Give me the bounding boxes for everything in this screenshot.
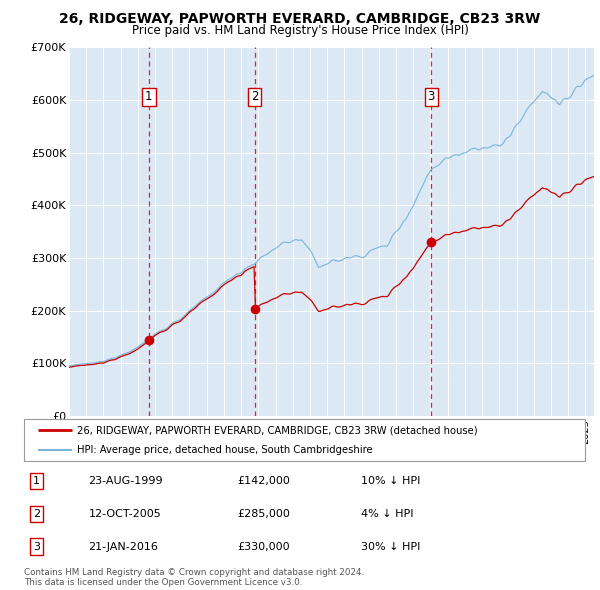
Text: £142,000: £142,000: [237, 476, 290, 486]
Text: 26, RIDGEWAY, PAPWORTH EVERARD, CAMBRIDGE, CB23 3RW: 26, RIDGEWAY, PAPWORTH EVERARD, CAMBRIDG…: [59, 12, 541, 26]
Text: 10% ↓ HPI: 10% ↓ HPI: [361, 476, 420, 486]
Text: HPI: Average price, detached house, South Cambridgeshire: HPI: Average price, detached house, Sout…: [77, 445, 373, 455]
Text: 21-JAN-2016: 21-JAN-2016: [89, 542, 158, 552]
Text: 23-AUG-1999: 23-AUG-1999: [89, 476, 163, 486]
Text: 4% ↓ HPI: 4% ↓ HPI: [361, 509, 413, 519]
Text: Price paid vs. HM Land Registry's House Price Index (HPI): Price paid vs. HM Land Registry's House …: [131, 24, 469, 37]
Text: 3: 3: [33, 542, 40, 552]
Text: £330,000: £330,000: [237, 542, 290, 552]
Text: 2: 2: [251, 90, 259, 103]
FancyBboxPatch shape: [24, 419, 585, 461]
Text: 30% ↓ HPI: 30% ↓ HPI: [361, 542, 420, 552]
Text: 1: 1: [33, 476, 40, 486]
Text: 12-OCT-2005: 12-OCT-2005: [89, 509, 161, 519]
Text: 2: 2: [33, 509, 40, 519]
Text: 26, RIDGEWAY, PAPWORTH EVERARD, CAMBRIDGE, CB23 3RW (detached house): 26, RIDGEWAY, PAPWORTH EVERARD, CAMBRIDG…: [77, 425, 478, 435]
Text: 3: 3: [428, 90, 435, 103]
Text: Contains HM Land Registry data © Crown copyright and database right 2024.
This d: Contains HM Land Registry data © Crown c…: [24, 568, 364, 587]
Text: £285,000: £285,000: [237, 509, 290, 519]
Text: 1: 1: [145, 90, 152, 103]
